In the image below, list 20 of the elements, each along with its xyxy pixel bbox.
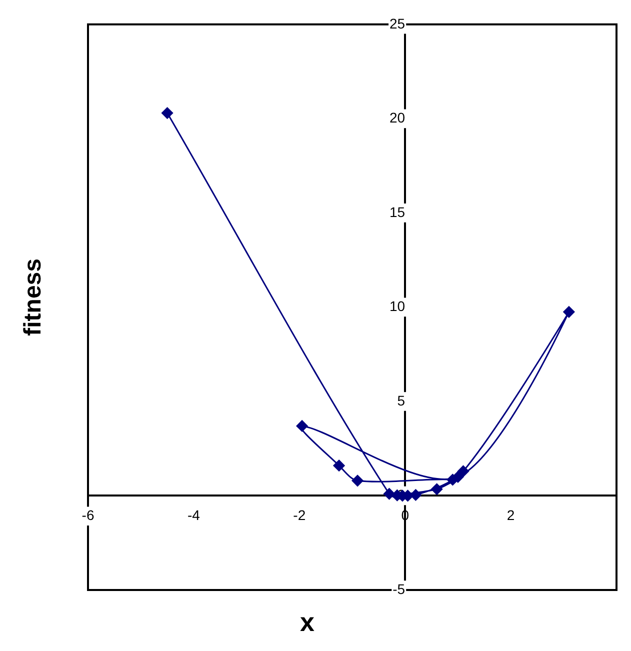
- point: [446, 474, 458, 486]
- y-tick-label: 15: [390, 204, 406, 220]
- y-tick-label: 10: [390, 298, 406, 314]
- point: [431, 483, 443, 495]
- x-tick-label: 2: [506, 506, 515, 523]
- point: [352, 474, 364, 486]
- x-tick-label: -2: [293, 506, 306, 523]
- x-axis-title: x: [300, 607, 316, 638]
- point: [296, 420, 308, 432]
- y-tick-label: 5: [397, 392, 406, 408]
- point: [162, 107, 174, 119]
- y-tick-label: -5: [392, 580, 406, 597]
- x-tick-label: -6: [82, 506, 94, 523]
- point: [563, 306, 575, 318]
- point: [457, 465, 469, 477]
- y-tick-label: 25: [390, 15, 406, 32]
- y-axis-title: fitness: [20, 258, 47, 336]
- y-tick-label: 20: [390, 110, 406, 126]
- point: [333, 460, 345, 472]
- x-tick-label: -4: [187, 506, 200, 523]
